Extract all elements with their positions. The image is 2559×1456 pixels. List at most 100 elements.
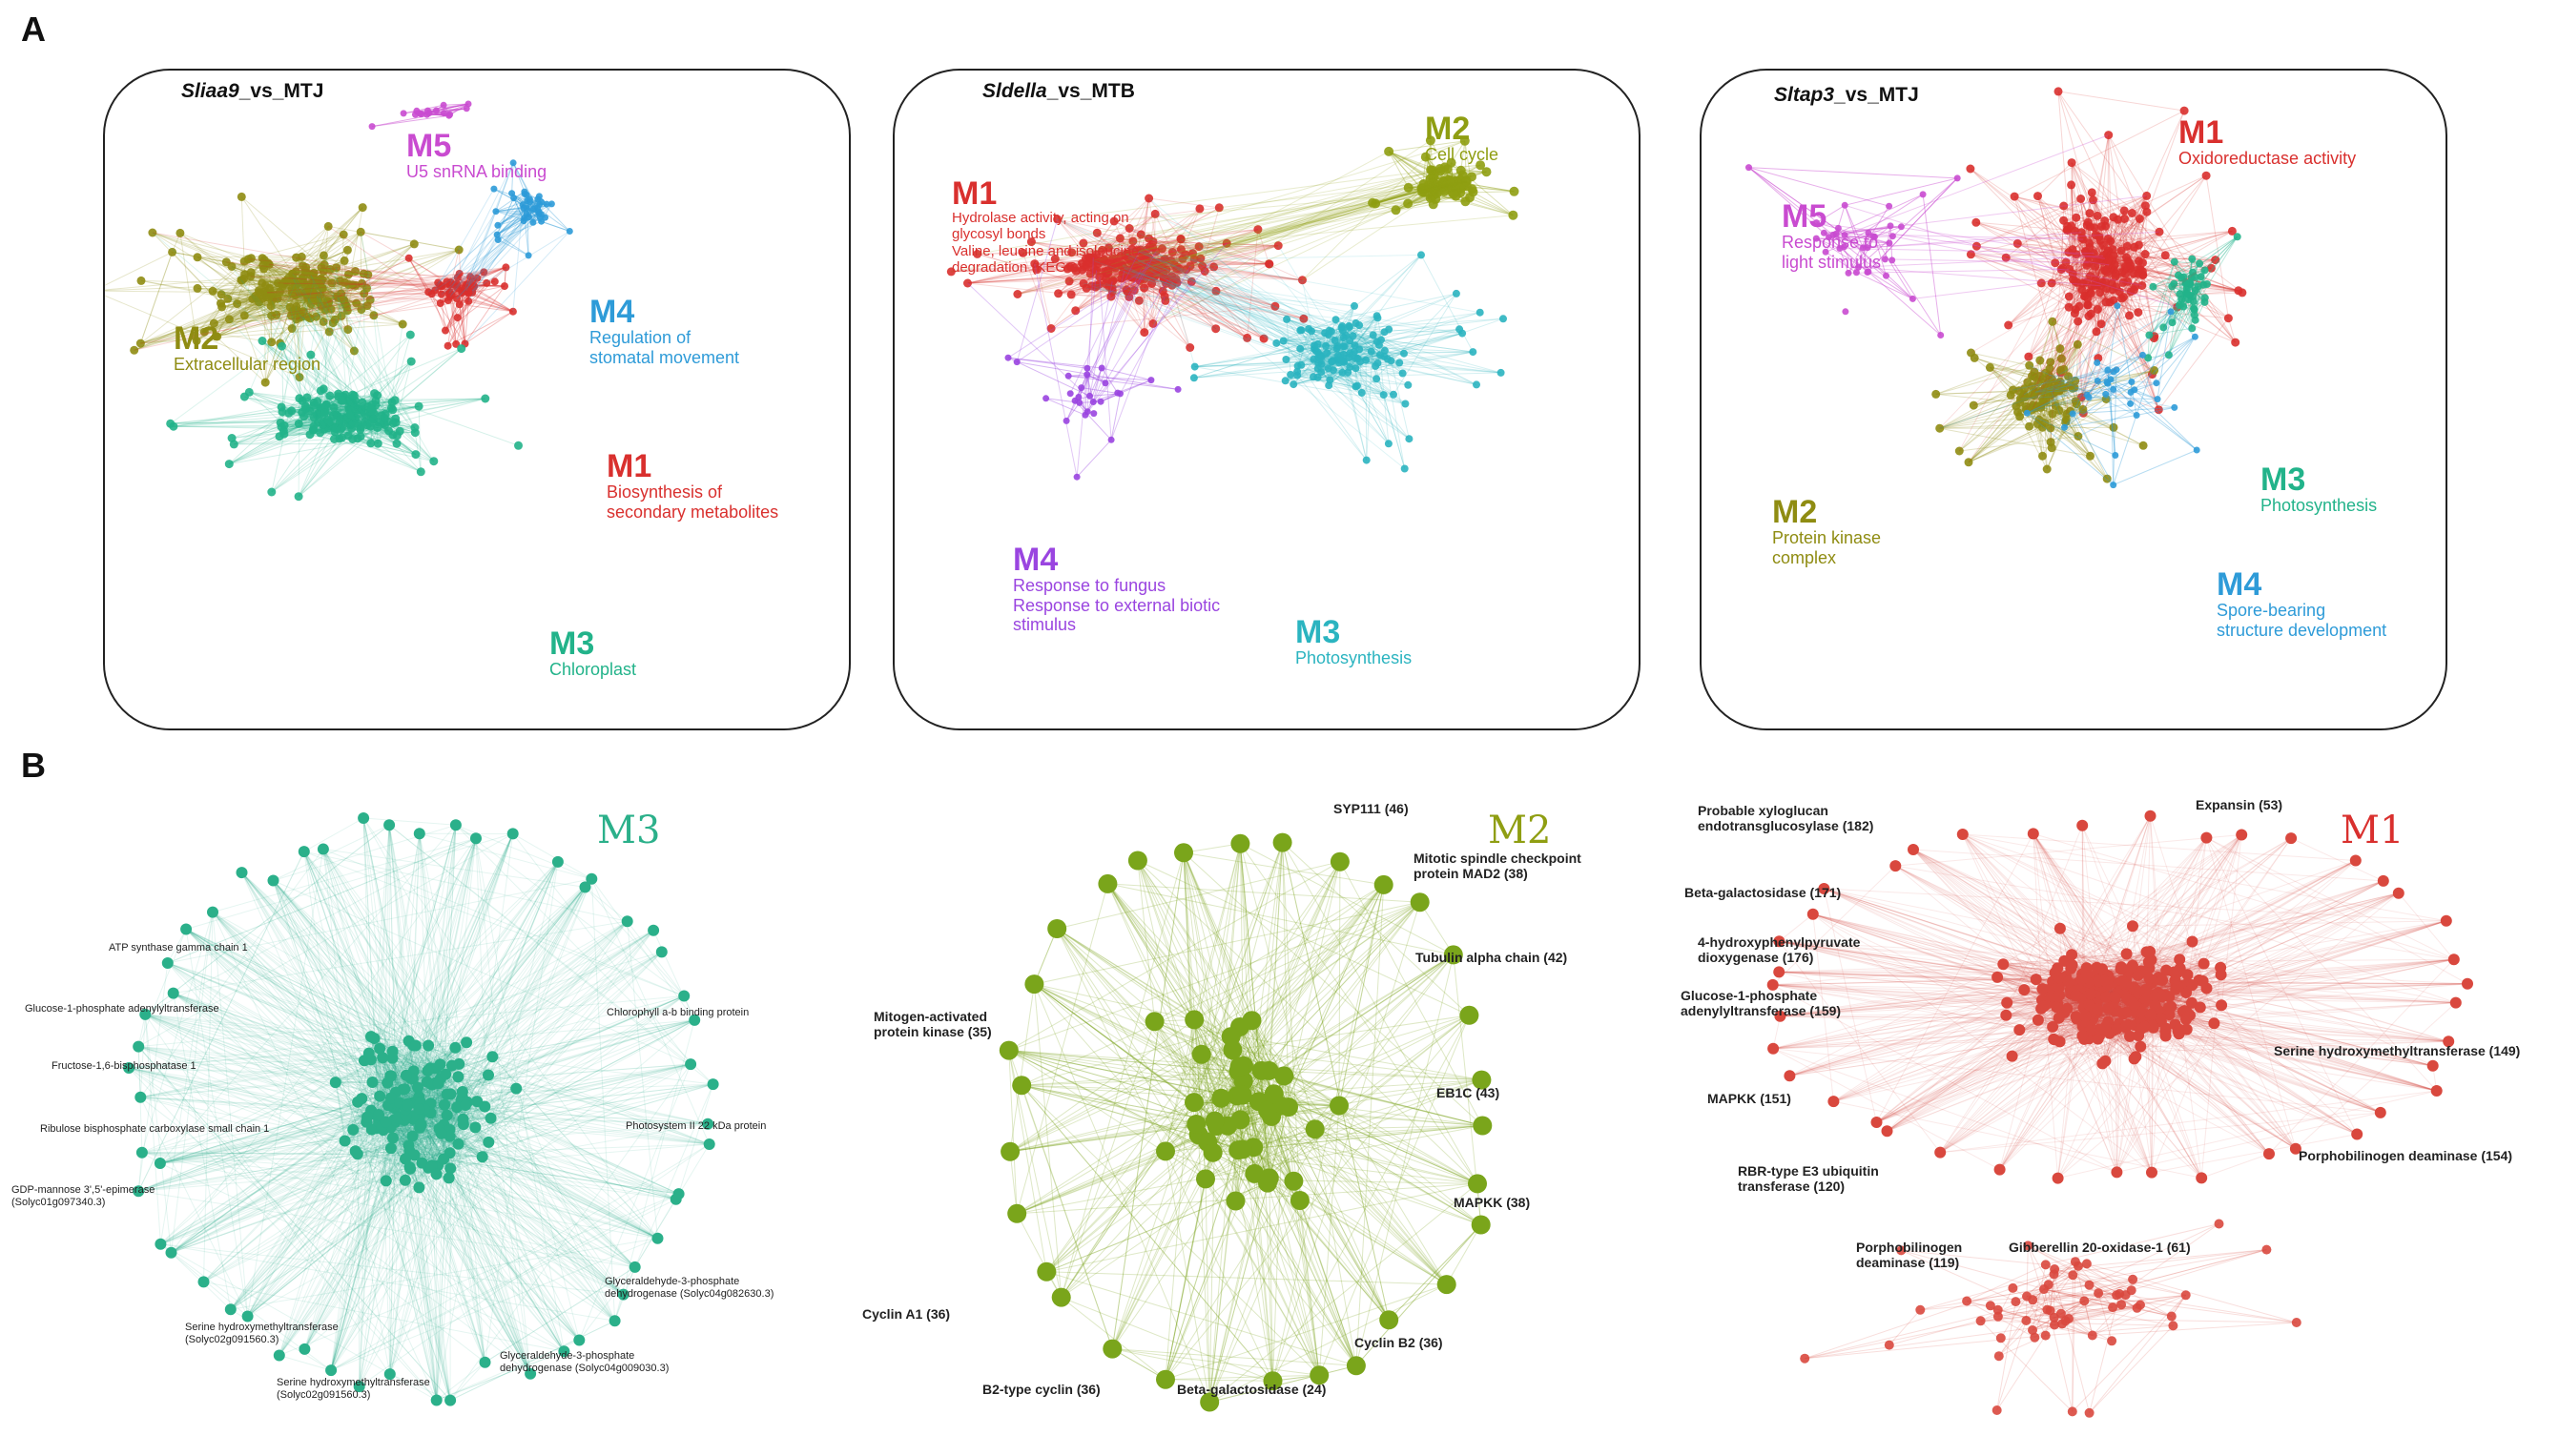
network-node — [239, 392, 249, 401]
network-node — [450, 280, 459, 289]
module-label-m1: M1 Biosynthesis of secondary metabolites — [607, 448, 779, 522]
network-node — [1499, 315, 1507, 323]
network-node — [1379, 391, 1388, 400]
network-node — [360, 289, 369, 298]
network-node — [295, 373, 304, 382]
network-edge — [1105, 278, 1304, 319]
network-node — [1066, 390, 1074, 398]
network-node — [392, 439, 402, 448]
network-edge — [314, 272, 455, 285]
network-edge — [461, 293, 465, 344]
network-nodes — [130, 192, 464, 387]
network-edge — [1022, 253, 1052, 329]
network-edge — [321, 278, 416, 428]
network-node — [1174, 385, 1182, 393]
network-edge — [316, 296, 393, 403]
network-edge — [291, 316, 334, 417]
network-node — [240, 270, 250, 279]
network-edge — [307, 297, 350, 407]
network-node — [2119, 206, 2129, 215]
network-edge — [347, 283, 458, 312]
network-node — [466, 273, 475, 281]
network-node — [356, 227, 365, 236]
network-node — [536, 214, 544, 221]
network-node — [1401, 400, 1410, 408]
network-edge — [528, 216, 570, 232]
network-node — [414, 401, 423, 411]
network-edge — [449, 220, 525, 294]
network-node — [1147, 377, 1155, 384]
network-node — [442, 326, 449, 335]
panel-a-label: A — [21, 10, 46, 49]
network-edge — [464, 311, 514, 344]
network-edge — [316, 296, 331, 397]
network-edge — [292, 273, 467, 292]
network-edge — [1168, 278, 1305, 319]
network-node — [338, 396, 347, 405]
network-node — [1398, 369, 1407, 378]
module-label-m3: M3 Photosynthesis — [1295, 614, 1413, 667]
network-node — [360, 408, 369, 418]
network-edge — [279, 280, 341, 344]
network-title: Sldella_vs_MTB — [982, 80, 1135, 103]
network-node — [391, 418, 401, 427]
network-edge — [316, 296, 385, 425]
network-edge — [1202, 207, 1220, 267]
network-node — [1090, 410, 1098, 418]
comparison: _vs_MTB — [1046, 80, 1135, 102]
network-node — [373, 423, 382, 433]
network-node — [287, 324, 297, 333]
network-edge — [469, 213, 540, 277]
network-node — [193, 283, 202, 293]
network-edge — [470, 207, 538, 289]
network-node — [1107, 283, 1117, 293]
network-edge — [477, 266, 506, 279]
network-edge — [280, 306, 298, 427]
network-node — [445, 288, 454, 297]
network-edge — [449, 211, 497, 285]
network-edge — [459, 304, 465, 344]
module-label-m4: M4 Regulation of stomatal movement — [589, 294, 740, 367]
network-node — [481, 394, 490, 403]
network-node — [547, 200, 555, 208]
network-graph-sldella — [946, 135, 1519, 481]
network-node — [502, 263, 510, 272]
network-edge — [363, 249, 460, 295]
network-edge — [251, 271, 297, 274]
network-edge — [434, 188, 495, 291]
network-edge — [1152, 240, 1200, 248]
network-node — [1065, 262, 1074, 272]
network-edge — [472, 213, 540, 282]
network-node — [223, 294, 233, 303]
network-node — [1338, 368, 1347, 377]
network-node — [278, 341, 286, 351]
network-edge — [310, 275, 397, 423]
network-node — [278, 281, 287, 291]
network-node — [490, 185, 498, 193]
network-node — [336, 424, 345, 434]
network-edge — [229, 434, 393, 465]
network-edge — [212, 234, 344, 292]
network-edge — [1031, 241, 1126, 256]
network-node — [314, 297, 323, 307]
network-edge — [449, 194, 526, 297]
network-node — [320, 408, 329, 418]
network-edge — [361, 249, 460, 311]
network-edge — [408, 257, 433, 295]
network-edge — [367, 243, 415, 276]
network-node — [1064, 277, 1074, 286]
network-nodes — [490, 159, 573, 259]
network-node — [521, 190, 528, 197]
network-node — [1310, 373, 1317, 381]
network-edge — [179, 233, 197, 341]
network-edge — [1179, 245, 1279, 270]
network-node — [1128, 236, 1138, 246]
network-node — [1125, 224, 1134, 233]
network-edge — [355, 277, 458, 286]
network-node — [368, 123, 376, 131]
network-node — [1886, 202, 1893, 210]
network-edge — [456, 207, 538, 299]
network-edge — [360, 232, 394, 410]
network-node — [349, 391, 359, 400]
network-node — [229, 440, 238, 449]
